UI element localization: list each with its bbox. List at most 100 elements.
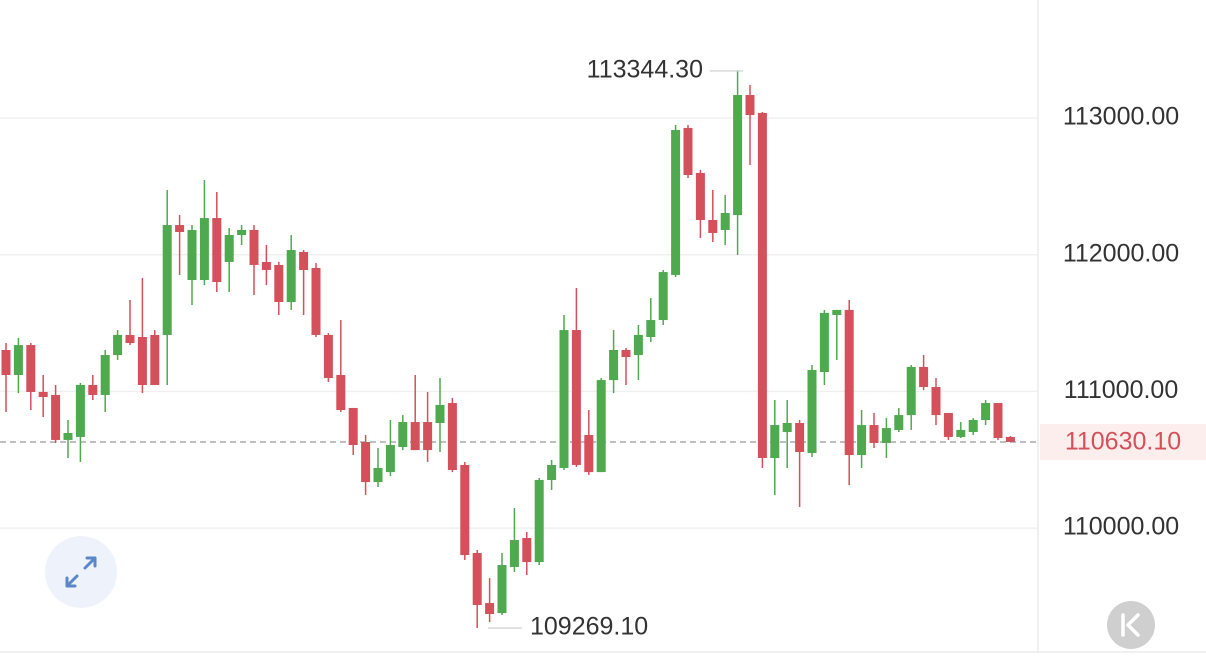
candle-body	[733, 95, 743, 216]
candle-body	[435, 404, 445, 424]
candle-body	[224, 235, 234, 262]
candle-body	[646, 320, 656, 338]
candle-body	[683, 127, 693, 175]
candle-body	[509, 540, 519, 567]
candle-body	[150, 334, 160, 385]
back-button[interactable]	[1107, 601, 1155, 649]
candle-body	[956, 429, 966, 437]
y-tick-label: 113000.00	[1063, 103, 1179, 131]
candle-body	[844, 309, 854, 455]
max-label: 113344.30	[587, 56, 703, 84]
candles	[1, 70, 1015, 629]
candle-body	[832, 309, 842, 315]
candle-body	[38, 391, 48, 398]
candle-body	[13, 345, 23, 376]
min-label: 109269.10	[530, 613, 648, 641]
candle-body	[782, 423, 792, 433]
candle-body	[361, 442, 371, 483]
last-price-bg	[1040, 423, 1206, 460]
candle-body	[819, 312, 829, 373]
candle-body	[137, 337, 147, 385]
candle-body	[187, 229, 197, 280]
candle-body	[658, 272, 668, 321]
candle-body	[807, 369, 817, 454]
candle-body	[894, 415, 904, 430]
candle-body	[1, 349, 11, 376]
candle-body	[199, 218, 209, 280]
candle-body	[609, 349, 619, 381]
candle-body	[398, 422, 408, 448]
candle-body	[770, 425, 780, 458]
candle-body	[88, 384, 98, 395]
candle-body	[336, 375, 346, 411]
y-tick-label: 111000.00	[1064, 376, 1178, 404]
candle-body	[857, 425, 867, 455]
candle-body	[596, 380, 606, 473]
expand-button[interactable]	[45, 536, 117, 608]
y-tick-label: 110000.00	[1063, 513, 1179, 541]
candle-body	[708, 219, 718, 233]
candle-body	[447, 403, 457, 471]
labels: 110000.00 111000.00 112000.00 113000.00 1106…	[488, 56, 1206, 641]
candle-body	[460, 464, 470, 556]
candle-body	[981, 403, 991, 420]
candle-body	[75, 384, 85, 437]
candle-body	[633, 334, 643, 356]
candle-body	[286, 250, 296, 303]
candle-body	[237, 229, 247, 236]
candle-body	[212, 218, 222, 283]
candle-body	[485, 603, 495, 614]
candle-body	[472, 553, 482, 605]
expand-icon[interactable]	[65, 556, 97, 588]
candle-body	[757, 112, 767, 458]
candle-body	[881, 428, 891, 443]
candle-body	[931, 387, 941, 416]
candle-body	[869, 425, 879, 443]
candle-body	[423, 422, 433, 451]
candle-body	[547, 464, 557, 481]
back-icon[interactable]	[1121, 613, 1140, 637]
candle-body	[695, 172, 705, 220]
candle-body	[63, 432, 73, 440]
expand-button-bg[interactable]	[45, 536, 117, 608]
candle-body	[249, 229, 259, 265]
candle-body	[671, 130, 681, 275]
candle-body	[720, 213, 730, 230]
candle-body	[1005, 436, 1015, 442]
y-tick-label: 112000.00	[1063, 239, 1179, 267]
candle-body	[943, 413, 953, 437]
candle-body	[175, 225, 185, 233]
candle-body	[100, 355, 110, 395]
candle-body	[906, 366, 916, 416]
candle-body	[385, 445, 395, 473]
candle-body	[993, 403, 1003, 439]
candle-body	[162, 225, 172, 335]
candle-body	[274, 264, 284, 303]
candle-body	[795, 423, 805, 452]
back-button-bg[interactable]	[1107, 601, 1155, 649]
candle-body	[348, 407, 358, 446]
candle-body	[621, 349, 631, 357]
candle-body	[534, 480, 544, 563]
candle-body	[522, 537, 532, 563]
candle-body	[299, 251, 309, 271]
candle-body	[261, 261, 271, 271]
candle-body	[919, 366, 929, 388]
candle-body	[559, 330, 569, 468]
candle-body	[373, 467, 383, 483]
candle-body	[113, 334, 123, 356]
candle-body	[584, 435, 594, 473]
candle-body	[311, 267, 321, 335]
candle-body	[571, 330, 581, 465]
candle-body	[745, 95, 755, 115]
candle-body	[968, 419, 978, 433]
candle-body	[497, 565, 507, 614]
candle-body	[410, 422, 420, 451]
last-price-label: 110630.10	[1065, 428, 1181, 456]
candle-body	[51, 394, 61, 440]
candle-body	[323, 334, 333, 379]
candle-body	[125, 334, 135, 344]
grid	[0, 117, 1038, 529]
candle-body	[26, 345, 36, 392]
